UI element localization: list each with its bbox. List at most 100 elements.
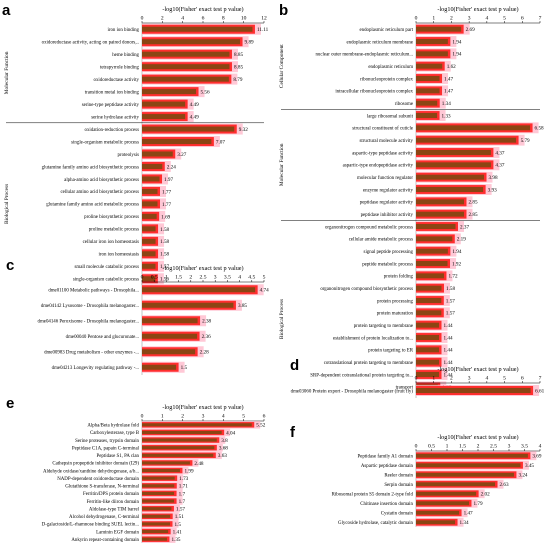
bar-core-b: [416, 137, 517, 143]
value-label-b: 1.58: [446, 286, 455, 292]
x-tick-label-c: 3: [214, 275, 217, 281]
bar-core-a: [142, 238, 156, 244]
value-label-e: 3.63: [218, 453, 227, 459]
x-tick-label-e: 5: [242, 414, 245, 420]
value-label-c: 1.5: [181, 365, 188, 371]
x-tick-label-f: 2.5: [490, 444, 497, 450]
bar-core-b: [416, 224, 456, 229]
value-label-f: 3.24: [518, 473, 527, 479]
x-tick-label-d: 0: [415, 376, 418, 382]
x-tick-label-b: 0: [415, 16, 418, 22]
bar-core-f: [416, 472, 514, 477]
bar-core-b: [416, 162, 491, 168]
bar-core-a: [142, 114, 186, 120]
value-label-b: 1.33: [442, 113, 451, 119]
value-label-c: 2.28: [200, 350, 209, 356]
category-label-a: small molecule catabolic process: [74, 265, 139, 270]
value-label-b: 1.47: [444, 76, 453, 82]
bar-core-a: [142, 64, 230, 70]
category-label-b: endoplasmic reticulum: [368, 65, 413, 70]
value-label-b: 2.85: [468, 200, 477, 206]
bar-core-a: [142, 213, 157, 219]
value-label-a: 3.27: [177, 152, 186, 158]
x-tick-label-a: 4: [181, 16, 184, 22]
bar-core-b: [416, 261, 448, 266]
category-label-b: aspartic-type peptidase activity: [352, 151, 413, 156]
bar-core-d: [416, 387, 531, 394]
x-tick-label-f: 4: [539, 444, 542, 450]
x-tick-label-c: 4.5: [248, 275, 255, 281]
bar-core-a: [142, 226, 156, 232]
bar-core-e: [142, 530, 169, 534]
category-label-b: cotranslational protein targeting to mem…: [324, 361, 413, 366]
category-label-e: Ferritin/DPS protein domain: [83, 492, 140, 497]
value-label-a: 9.32: [239, 127, 248, 133]
x-tick-label-e: 1: [161, 414, 164, 420]
category-label-f: Glycoside hydrolase, catalytic domain: [338, 521, 414, 526]
bar-core-e: [142, 537, 167, 541]
value-label-c: 3.85: [238, 303, 247, 309]
category-label-e: NADP-dependent oxidoreductase domain: [57, 477, 139, 482]
x-tick-label-b: 3: [468, 16, 471, 22]
x-tick-label-a: 0: [141, 16, 144, 22]
value-label-f: 2.02: [481, 492, 490, 498]
value-label-b: 1.72: [448, 274, 457, 280]
panel-letter-e: e: [6, 395, 14, 412]
bar-core-b: [416, 88, 440, 94]
category-label-a: cellular iron ion homeostasis: [83, 240, 139, 245]
bar-core-a: [142, 176, 160, 182]
category-label-b: peptidase regulator activity: [360, 201, 414, 206]
value-label-e: 1.35: [171, 537, 180, 543]
value-label-b: 1.94: [452, 39, 461, 45]
bar-core-b: [416, 211, 464, 217]
category-label-e: Glutathione S-transferase, N-terminal: [65, 485, 139, 490]
value-label-b: 1.94: [452, 52, 461, 58]
bar-core-f: [416, 510, 460, 515]
section-label-a: Biological Process: [4, 184, 10, 224]
value-label-e: 2.48: [194, 461, 203, 467]
bar-core-a: [142, 101, 186, 107]
x-tick-label-c: 3.5: [224, 275, 231, 281]
value-label-b: 2.69: [466, 27, 475, 33]
value-label-e: 4.04: [226, 430, 235, 436]
category-label-c: dme00983 Drug metabolism - other enzymes…: [44, 351, 139, 356]
x-tick-label-b: 4: [485, 16, 488, 22]
category-label-b: endoplasmic reticulum part: [359, 28, 413, 33]
panel-letter-d: d: [290, 357, 299, 374]
bar-core-a: [142, 163, 163, 169]
bar-core-a: [142, 201, 158, 207]
category-label-b: large ribosomal subunit: [367, 114, 414, 119]
value-label-c: 2.36: [202, 334, 211, 340]
bar-core-e: [142, 438, 217, 442]
value-label-c: 2.38: [202, 319, 211, 325]
category-label-b: peptidase inhibitor activity: [361, 213, 414, 218]
value-label-b: 1.57: [446, 311, 455, 317]
category-label-a: oxidoreductase activity, acting on paire…: [42, 41, 139, 46]
x-tick-label-a: 12: [261, 16, 267, 22]
value-label-e: 1.7: [179, 499, 186, 505]
panel-a: a -log10(Fisher' exact test p value) 0 2 4 6 8…: [2, 2, 269, 285]
category-label-a: tetrapyrrole binding: [100, 65, 140, 70]
bar-core-c: [142, 364, 177, 370]
category-label-a: transition metal ion binding: [85, 90, 140, 95]
bar-core-f: [416, 453, 528, 458]
x-axis-title-c: -log10(Fisher' exact test p value): [162, 265, 243, 272]
category-label-a: glutamine family amino acid metabolic pr…: [46, 203, 139, 208]
value-label-a: 5.56: [201, 90, 210, 96]
category-label-f: Cystatin domain: [381, 512, 414, 517]
section-label-b: Molecular Function: [279, 143, 285, 186]
value-label-b: 1.44: [444, 323, 453, 329]
bar-core-c: [142, 302, 234, 308]
x-tick-label-d: 3: [468, 376, 471, 382]
panel-letter-c: c: [6, 257, 14, 274]
value-label-b: 1.44: [444, 335, 453, 341]
x-tick-label-f: 0: [415, 444, 418, 450]
bar-core-e: [142, 446, 215, 450]
panel-c: c -log10(Fisher' exact test p value)0 0.5 1…: [6, 257, 269, 375]
bar-core-b: [416, 335, 440, 340]
category-label-a: serine-type peptidase activity: [82, 103, 140, 108]
category-label-c: dme04146 Peroxisome - Drosophila melanog…: [38, 320, 139, 325]
value-label-b: 1.62: [447, 64, 456, 70]
category-label-a: cellular amino acid biosynthetic process: [61, 190, 140, 195]
